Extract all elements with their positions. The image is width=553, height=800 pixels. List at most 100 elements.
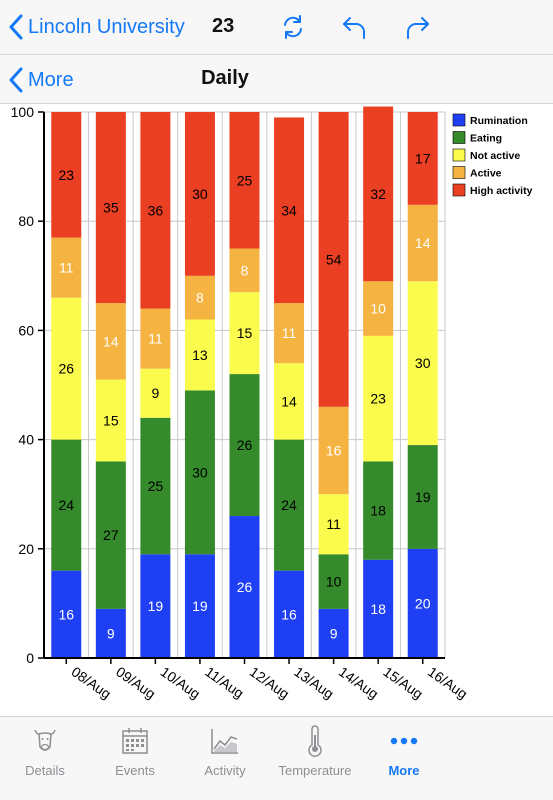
bar-segment <box>184 554 215 658</box>
bar-segment <box>184 319 215 391</box>
y-tick-label: 100 <box>11 104 35 120</box>
data-label: 54 <box>326 251 342 267</box>
data-label: 30 <box>192 464 208 480</box>
top-toolbar: Lincoln University 23 <box>0 0 553 54</box>
bar-segment <box>95 112 126 304</box>
data-label: 16 <box>58 606 74 622</box>
bar-segment <box>229 292 260 375</box>
chevron-left-icon <box>9 67 23 93</box>
tab-details[interactable]: Details <box>0 717 90 787</box>
bar-segment <box>318 494 349 555</box>
x-tick-label: 10/Aug <box>158 663 204 702</box>
data-label: 11 <box>148 331 163 347</box>
bar-segment <box>318 608 349 658</box>
farm-title: Lincoln University <box>28 15 185 38</box>
data-label: 11 <box>282 325 297 341</box>
x-tick-label: 15/Aug <box>380 663 426 702</box>
bar-segment <box>51 570 82 658</box>
bar-segment <box>274 439 305 571</box>
tab-activity[interactable]: Activity <box>180 717 270 787</box>
cow-icon <box>34 729 56 751</box>
tab-events[interactable]: Events <box>90 717 180 787</box>
x-tick-label: 08/Aug <box>69 663 115 702</box>
data-label: 35 <box>103 200 119 216</box>
data-label: 30 <box>192 186 208 202</box>
data-label: 8 <box>241 262 249 278</box>
undo-icon[interactable] <box>340 12 370 42</box>
legend-swatch <box>452 131 466 144</box>
bar-segment <box>95 608 126 658</box>
data-label: 19 <box>415 489 431 505</box>
data-label: 10 <box>370 301 386 317</box>
data-label: 26 <box>237 579 253 595</box>
data-label: 32 <box>370 186 386 202</box>
data-label: 9 <box>107 625 115 641</box>
bar-segment <box>407 548 438 658</box>
bar-segment <box>407 112 438 205</box>
legend-swatch <box>452 113 466 127</box>
bar-segment <box>274 303 305 364</box>
bar-segment <box>95 461 126 609</box>
data-label: 23 <box>58 167 74 183</box>
data-label: 11 <box>59 260 74 276</box>
legend-label: High activity <box>470 185 533 197</box>
data-label: 10 <box>326 574 342 590</box>
bar-segment <box>274 363 305 440</box>
back-to-more-button[interactable]: More <box>8 63 74 97</box>
bar-segment <box>407 204 438 282</box>
bar-segment <box>363 281 394 336</box>
data-label: 19 <box>148 598 164 614</box>
data-label: 13 <box>192 347 208 363</box>
data-label: 14 <box>281 393 297 409</box>
bar-segment <box>140 308 171 369</box>
x-tick-label: 11/Aug <box>202 663 247 701</box>
data-label: 15 <box>103 412 119 428</box>
navigation-bar: More Daily <box>0 54 553 104</box>
data-label: 25 <box>237 172 253 188</box>
legend-label: Not active <box>470 150 520 162</box>
bar-segment <box>363 106 394 282</box>
bar-segment <box>140 554 171 658</box>
data-label: 24 <box>58 497 74 513</box>
data-label: 16 <box>281 606 297 622</box>
x-tick-label: 12/Aug <box>247 663 293 702</box>
bar-segment <box>363 335 394 462</box>
data-label: 36 <box>148 202 164 218</box>
daily-activity-chart: 0 20 40 60 80 100 16 24 26 11 23 08/Aug 9 27 15 14 35 09/… <box>11 104 533 702</box>
data-label: 26 <box>237 437 253 453</box>
y-tick-label: 20 <box>18 541 34 557</box>
legend-label: Active <box>470 168 502 180</box>
bar-segment <box>363 461 394 560</box>
data-label: 26 <box>58 361 74 377</box>
back-to-farm-button[interactable]: Lincoln University <box>8 10 185 44</box>
bar-segment <box>140 368 171 418</box>
bar-segment <box>51 237 82 298</box>
bar-segment <box>274 570 305 658</box>
x-tick-label: 16/Aug <box>425 663 471 702</box>
bar-segment <box>407 281 438 446</box>
data-label: 18 <box>370 601 386 617</box>
data-label: 8 <box>196 290 204 306</box>
bar-segment <box>229 112 260 249</box>
y-tick-label: 60 <box>18 322 34 338</box>
data-label: 9 <box>330 625 338 641</box>
bar-segment <box>229 516 260 658</box>
refresh-icon[interactable] <box>278 12 308 42</box>
data-label: 20 <box>415 595 431 611</box>
bar-segment <box>140 112 171 309</box>
redo-icon[interactable] <box>402 12 432 42</box>
tab-temperature[interactable]: Temperature <box>270 717 360 787</box>
data-label: 25 <box>148 478 164 494</box>
bar-segment <box>95 379 126 462</box>
data-label: 9 <box>151 385 159 401</box>
bar-segment <box>407 445 438 549</box>
bar-segment <box>51 439 82 571</box>
data-label: 17 <box>415 150 431 166</box>
bar-segment <box>318 554 349 609</box>
thermometer-icon <box>308 725 322 757</box>
bar-segment <box>51 297 82 440</box>
tab-bar: Details Events Activity Temperature <box>0 716 553 800</box>
data-label: 34 <box>281 202 297 218</box>
chevron-left-icon <box>9 14 23 40</box>
tab-more[interactable]: More <box>359 717 449 787</box>
